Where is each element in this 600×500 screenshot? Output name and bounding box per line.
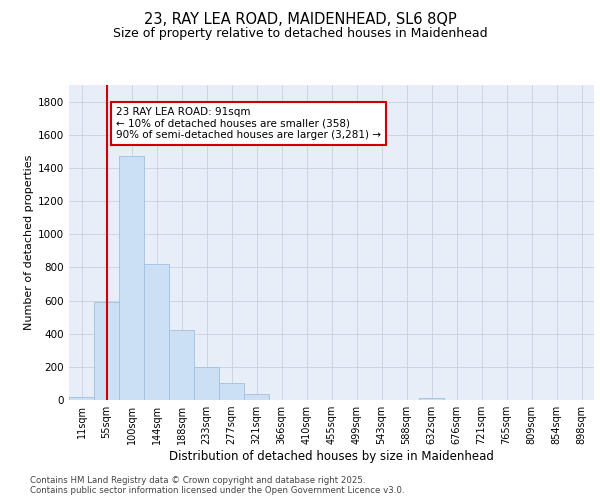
Bar xyxy=(219,384,244,400)
Text: 23, RAY LEA ROAD, MAIDENHEAD, SL6 8QP: 23, RAY LEA ROAD, MAIDENHEAD, SL6 8QP xyxy=(143,12,457,28)
Bar xyxy=(244,394,269,400)
Bar xyxy=(144,264,169,400)
Text: Size of property relative to detached houses in Maidenhead: Size of property relative to detached ho… xyxy=(113,28,487,40)
X-axis label: Distribution of detached houses by size in Maidenhead: Distribution of detached houses by size … xyxy=(169,450,494,463)
Bar xyxy=(419,398,444,400)
Text: Contains HM Land Registry data © Crown copyright and database right 2025.
Contai: Contains HM Land Registry data © Crown c… xyxy=(30,476,404,495)
Bar xyxy=(69,396,94,400)
Bar xyxy=(119,156,144,400)
Text: 23 RAY LEA ROAD: 91sqm
← 10% of detached houses are smaller (358)
90% of semi-de: 23 RAY LEA ROAD: 91sqm ← 10% of detached… xyxy=(116,107,381,140)
Y-axis label: Number of detached properties: Number of detached properties xyxy=(24,155,34,330)
Bar xyxy=(194,367,219,400)
Bar xyxy=(169,330,194,400)
Bar xyxy=(94,302,119,400)
